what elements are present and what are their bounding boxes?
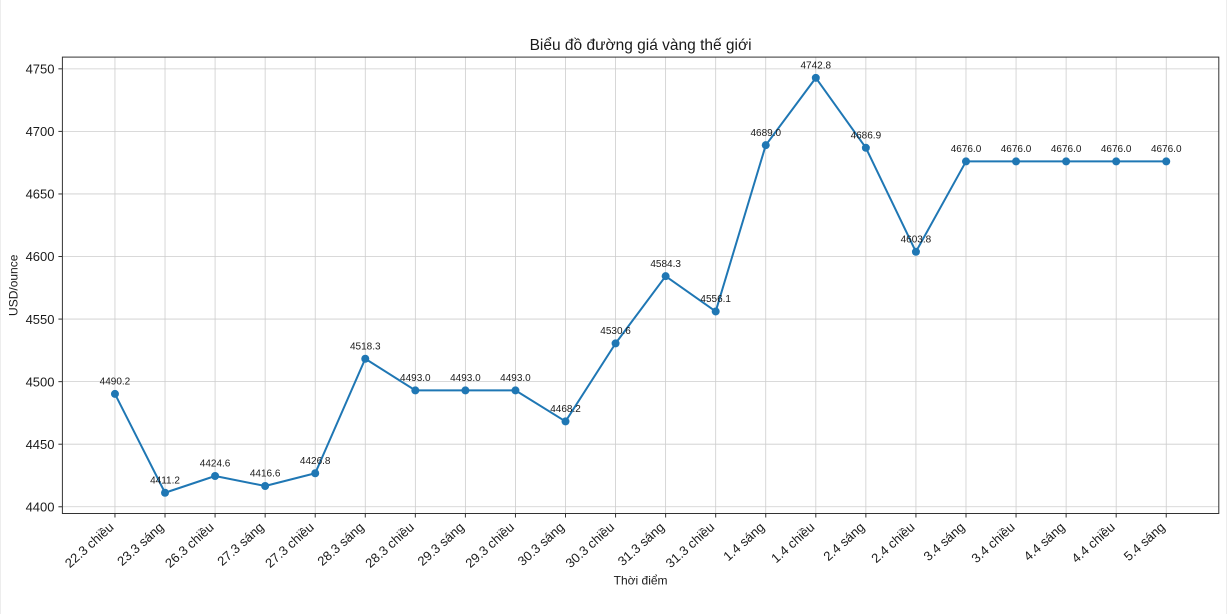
svg-text:4493.0: 4493.0 (400, 373, 431, 384)
svg-text:4603.8: 4603.8 (901, 234, 932, 245)
svg-text:4556.1: 4556.1 (700, 294, 731, 305)
svg-text:4493.0: 4493.0 (450, 373, 481, 384)
svg-text:4416.6: 4416.6 (250, 469, 281, 480)
svg-text:USD/ounce: USD/ounce (7, 254, 21, 316)
svg-text:4676.0: 4676.0 (1101, 144, 1132, 155)
svg-text:4493.0: 4493.0 (500, 373, 531, 384)
svg-text:4584.3: 4584.3 (650, 259, 681, 270)
svg-text:4530.6: 4530.6 (600, 326, 631, 337)
svg-text:4686.9: 4686.9 (851, 130, 882, 141)
svg-text:4689.0: 4689.0 (750, 128, 781, 139)
svg-text:4426.8: 4426.8 (300, 456, 331, 467)
svg-text:4411.2: 4411.2 (150, 475, 180, 486)
svg-text:4500: 4500 (26, 374, 55, 389)
svg-text:4676.0: 4676.0 (951, 144, 982, 155)
svg-text:4600: 4600 (26, 249, 55, 264)
svg-text:4400: 4400 (26, 499, 55, 514)
svg-text:Biểu đồ đường giá vàng thế giớ: Biểu đồ đường giá vàng thế giới (530, 37, 752, 54)
svg-text:4424.6: 4424.6 (200, 459, 231, 470)
svg-text:4676.0: 4676.0 (1151, 144, 1182, 155)
svg-text:4700: 4700 (26, 124, 55, 139)
svg-text:4676.0: 4676.0 (1051, 144, 1082, 155)
svg-text:4550: 4550 (26, 312, 55, 327)
svg-text:4742.8: 4742.8 (801, 61, 832, 72)
svg-text:4676.0: 4676.0 (1001, 144, 1032, 155)
svg-text:4468.2: 4468.2 (550, 404, 581, 415)
svg-text:Thời điểm: Thời điểm (614, 574, 668, 588)
svg-text:4490.2: 4490.2 (100, 377, 131, 388)
svg-text:4450: 4450 (26, 437, 55, 452)
svg-text:4650: 4650 (26, 187, 55, 202)
svg-text:4518.3: 4518.3 (350, 341, 381, 352)
svg-text:4750: 4750 (26, 62, 55, 77)
